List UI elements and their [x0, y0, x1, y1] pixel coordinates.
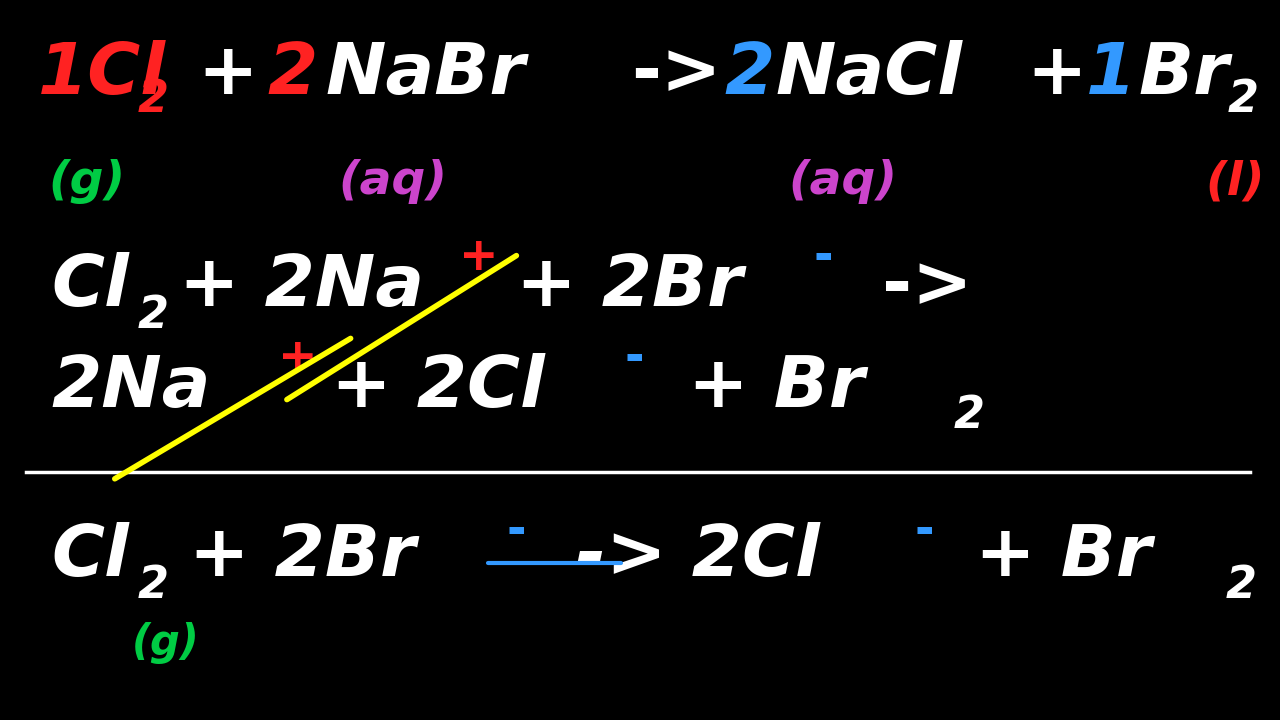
Text: (l): (l)	[1204, 159, 1265, 204]
Text: +: +	[278, 336, 317, 381]
Text: 2: 2	[268, 40, 317, 109]
Text: (g): (g)	[132, 622, 200, 664]
Text: 2: 2	[1228, 78, 1260, 121]
Text: 2Na: 2Na	[51, 353, 210, 422]
Text: 2: 2	[138, 294, 169, 337]
Text: (aq): (aq)	[788, 159, 897, 204]
Text: Cl: Cl	[51, 252, 129, 321]
Text: -: -	[506, 508, 526, 554]
Text: -: -	[625, 336, 644, 381]
Text: + 2Br: + 2Br	[188, 522, 415, 591]
Text: -: -	[814, 235, 833, 280]
Text: 2: 2	[138, 564, 169, 606]
Text: + 2Br: + 2Br	[492, 252, 742, 321]
Text: 2: 2	[954, 395, 984, 438]
Text: -: -	[914, 508, 934, 554]
Text: 2: 2	[1225, 564, 1257, 606]
Text: (aq): (aq)	[338, 159, 447, 204]
Text: +: +	[460, 235, 499, 280]
Text: ->: ->	[856, 252, 973, 321]
Text: + Br: + Br	[663, 353, 864, 422]
Text: + 2Cl: + 2Cl	[306, 353, 545, 422]
Text: ->: ->	[631, 40, 722, 109]
Text: NaBr: NaBr	[325, 40, 525, 109]
Text: + 2Na: + 2Na	[178, 252, 424, 321]
Text: (g): (g)	[49, 159, 125, 204]
Text: +: +	[197, 40, 259, 109]
Text: 1Cl: 1Cl	[38, 40, 166, 109]
Text: 2: 2	[138, 78, 169, 121]
Text: NaCl: NaCl	[776, 40, 963, 109]
Text: Cl: Cl	[51, 522, 129, 591]
Text: -> 2Cl: -> 2Cl	[550, 522, 819, 591]
Text: 2: 2	[724, 40, 774, 109]
Text: 1: 1	[1087, 40, 1137, 109]
Text: +: +	[1027, 40, 1087, 109]
Text: Br: Br	[1139, 40, 1229, 109]
Text: + Br: + Br	[950, 522, 1152, 591]
